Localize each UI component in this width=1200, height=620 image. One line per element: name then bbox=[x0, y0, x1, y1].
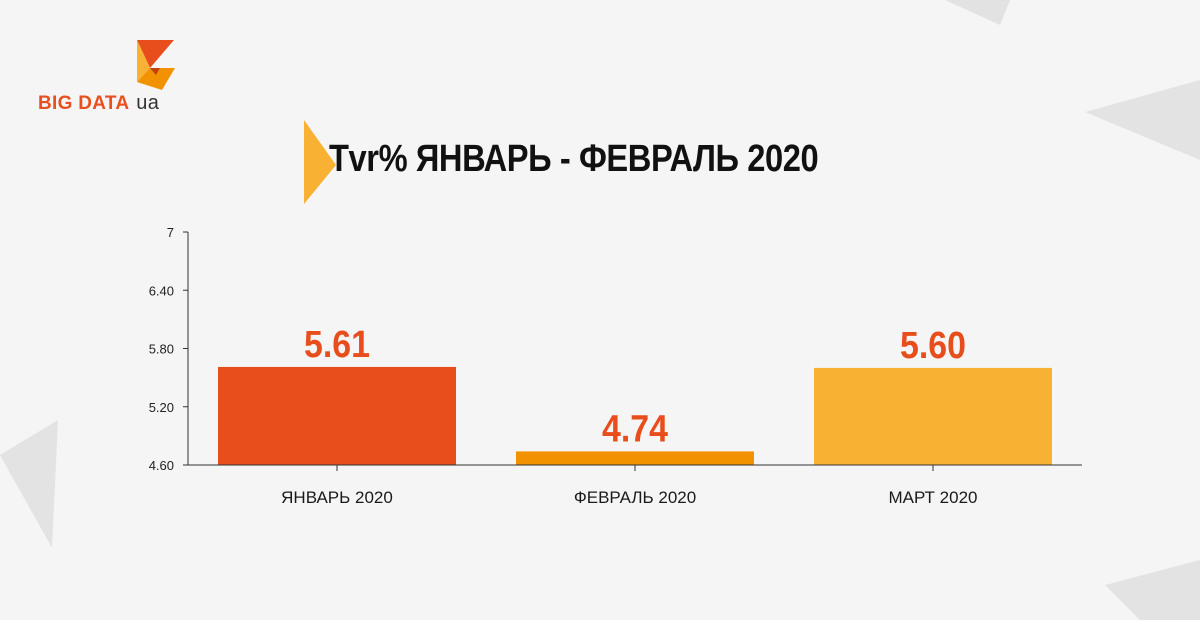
x-tick-label: ФЕВРАЛЬ 2020 bbox=[574, 488, 696, 507]
title-block: Tvr% ЯНВАРЬ - ФЕВРАЛЬ 2020 bbox=[300, 120, 900, 210]
bar bbox=[814, 367, 1052, 465]
x-axis: ЯНВАРЬ 2020 ФЕВРАЛЬ 2020 МАРТ 2020 bbox=[188, 464, 1082, 507]
y-tick-label: 6.40 bbox=[149, 283, 174, 298]
y-tick-label: 5.80 bbox=[149, 342, 174, 357]
data-labels: 5.61 4.74 5.60 bbox=[304, 324, 966, 450]
bar bbox=[516, 451, 754, 465]
data-label: 4.74 bbox=[602, 408, 668, 450]
title-arrow-icon bbox=[304, 120, 336, 204]
bg-triangle-top-right bbox=[945, 0, 1010, 25]
bar bbox=[218, 366, 456, 465]
x-tick-label: МАРТ 2020 bbox=[888, 488, 977, 507]
bg-triangle-left bbox=[0, 420, 58, 548]
y-tick-label: 5.20 bbox=[149, 400, 174, 415]
chart-title: Tvr% ЯНВАРЬ - ФЕВРАЛЬ 2020 bbox=[329, 138, 819, 180]
y-axis: 4.60 5.20 5.80 6.40 7 bbox=[149, 225, 189, 473]
data-label: 5.61 bbox=[304, 324, 370, 366]
y-tick-label: 4.60 bbox=[149, 458, 174, 473]
x-tick-label: ЯНВАРЬ 2020 bbox=[281, 488, 393, 507]
brand-logo-text: BIG DATA ua bbox=[38, 92, 159, 115]
bars bbox=[218, 366, 1052, 465]
bg-triangle-bottom-right bbox=[1105, 560, 1200, 620]
brand-name: BIG DATA bbox=[38, 93, 129, 114]
bg-triangle-right bbox=[1085, 80, 1200, 160]
brand-logo-icon bbox=[137, 40, 175, 90]
data-label: 5.60 bbox=[900, 325, 966, 367]
y-tick-label: 7 bbox=[167, 225, 174, 240]
brand-suffix: ua bbox=[136, 92, 160, 114]
